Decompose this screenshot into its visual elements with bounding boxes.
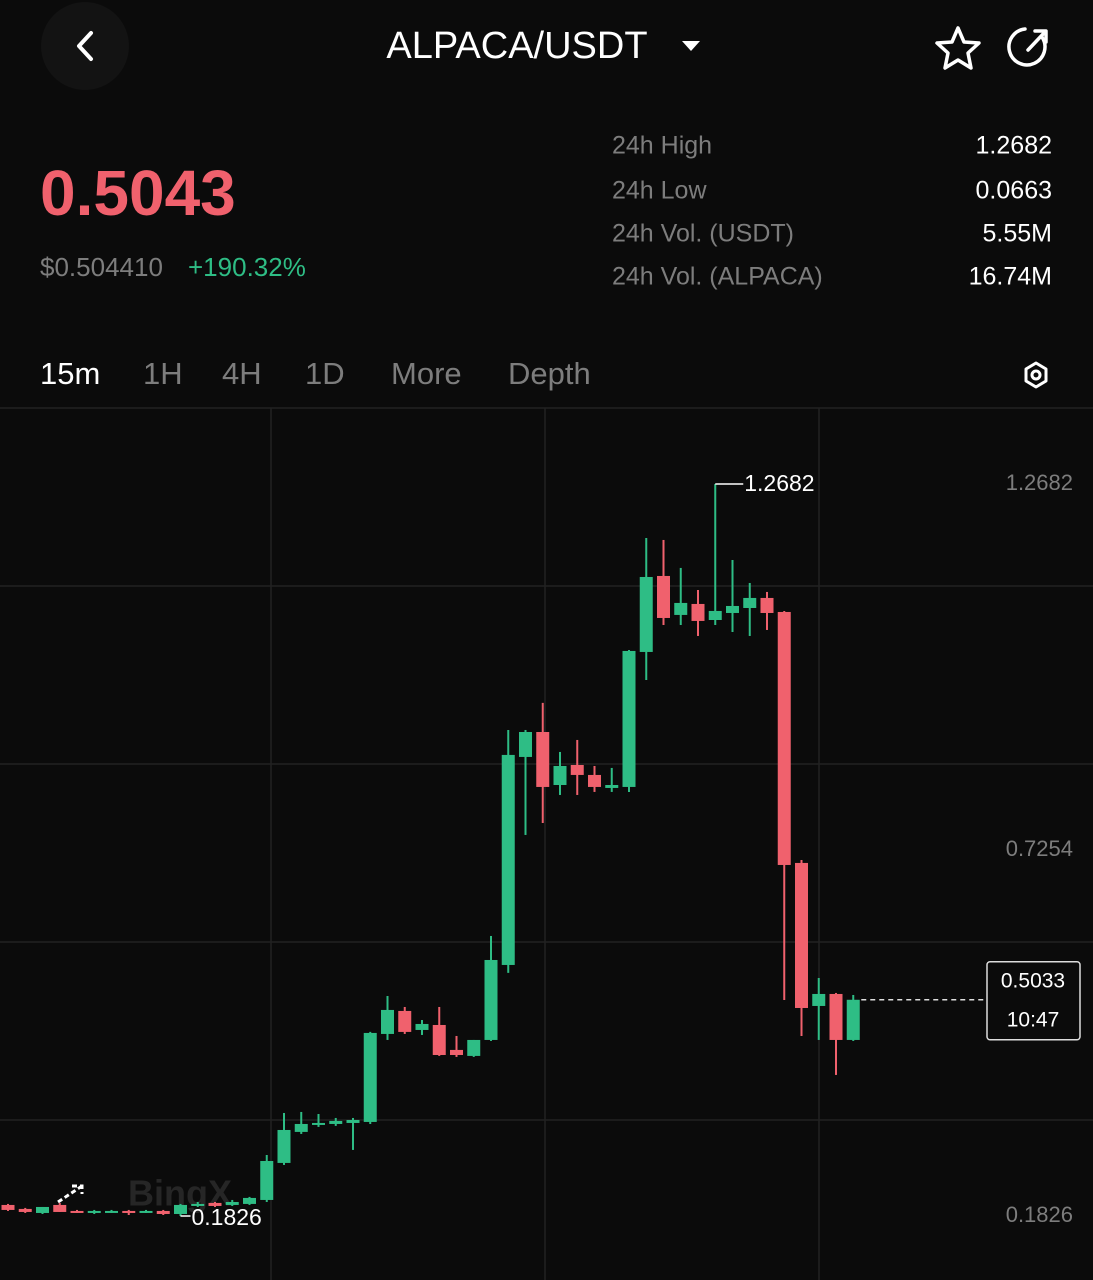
- candle-body: [657, 575, 670, 618]
- last-price-box: [986, 961, 1081, 1041]
- candle-body: [294, 1123, 308, 1132]
- candle-body: [87, 1210, 101, 1213]
- usd-price: $0.504410: [40, 252, 163, 282]
- y-tick-label: 1.2682: [1006, 470, 1073, 495]
- candle-body: [122, 1210, 136, 1213]
- tab[interactable]: 4H: [222, 356, 262, 391]
- candle-body: [53, 1204, 67, 1212]
- candle-body: [484, 959, 498, 1040]
- candle-body: [795, 862, 808, 1008]
- candle-body: [346, 1119, 360, 1123]
- last-price: 0.5043: [40, 157, 236, 229]
- stat-value: 0.0663: [976, 177, 1052, 205]
- stat-value: 1.2682: [976, 132, 1052, 160]
- chart-frame: [0, 407, 1093, 1280]
- candle-body: [777, 611, 791, 865]
- back-button[interactable]: [41, 2, 129, 90]
- candle-body: [553, 765, 567, 785]
- y-tick-label: 0.7254: [1006, 836, 1073, 861]
- candle-body: [536, 731, 550, 787]
- candle-body: [432, 1024, 446, 1055]
- candle-body: [139, 1210, 153, 1213]
- candle-body: [174, 1204, 187, 1214]
- candle-body: [18, 1208, 32, 1212]
- stat-value: 5.55M: [983, 220, 1052, 248]
- candle-body: [398, 1010, 412, 1032]
- candle-body: [812, 993, 826, 1006]
- expand-icon[interactable]: [57, 1184, 84, 1204]
- stat-label: 24h High: [612, 132, 712, 160]
- high-marker-label: 1.2682: [744, 470, 814, 496]
- price-change: +190.32%: [188, 252, 306, 282]
- candle-body: [312, 1122, 325, 1125]
- candle-body: [622, 650, 636, 787]
- pair-dropdown[interactable]: [682, 41, 700, 51]
- candle-body: [105, 1210, 118, 1213]
- candle-body: [208, 1202, 222, 1206]
- candle-body: [467, 1039, 481, 1056]
- tab[interactable]: 1H: [143, 356, 183, 391]
- plot: 0.1826 0.7254 1.2682 1.2682 0.1826 0.5033 10:4…: [1, 470, 1081, 1230]
- candle-body: [570, 764, 584, 775]
- candle-body: [846, 999, 860, 1040]
- candle-body: [363, 1032, 377, 1122]
- candle-body: [674, 602, 688, 615]
- stat-label: 24h Vol. (ALPACA): [612, 263, 823, 291]
- candle-body: [450, 1049, 463, 1055]
- candle-body: [243, 1197, 256, 1204]
- candle-body: [225, 1201, 239, 1205]
- candle-body: [277, 1129, 291, 1163]
- share-icon[interactable]: [1007, 27, 1048, 67]
- timeframe-tabs: 15m 1H 4H 1D More Depth: [40, 356, 591, 391]
- stats: 24h High 1.2682 24h Low 0.0663 24h Vol. (USD…: [612, 132, 1052, 291]
- tab[interactable]: Depth: [508, 356, 591, 391]
- candle-body: [708, 610, 722, 620]
- candle-body: [70, 1210, 84, 1213]
- pair-title[interactable]: ALPACA/USDT: [386, 25, 647, 67]
- candle-body: [36, 1206, 49, 1213]
- y-tick-label: 0.1826: [1006, 1202, 1073, 1227]
- countdown: 10:47: [1007, 1008, 1060, 1031]
- stat-label: 24h Low: [612, 177, 707, 205]
- last-price-label: 0.5033: [1001, 969, 1065, 992]
- candle-body: [519, 731, 532, 757]
- candle-body: [829, 993, 843, 1040]
- candle-body: [329, 1120, 343, 1124]
- stat-value: 16.74M: [969, 263, 1052, 291]
- stat-label: 24h Vol. (USDT): [612, 220, 794, 248]
- candle-body: [605, 784, 619, 788]
- candle-body: [501, 754, 515, 965]
- candle-body: [260, 1160, 274, 1200]
- favorite-icon[interactable]: [935, 26, 981, 70]
- tab[interactable]: More: [391, 356, 462, 391]
- candle-body: [726, 605, 739, 613]
- candle-body: [381, 1009, 394, 1034]
- candle-body: [191, 1203, 205, 1206]
- low-marker-label: 0.1826: [192, 1204, 262, 1230]
- candle-body: [760, 597, 774, 613]
- settings-icon[interactable]: [1024, 361, 1048, 389]
- tab[interactable]: 1D: [305, 356, 345, 391]
- candle-body: [156, 1210, 170, 1214]
- candle-body: [639, 576, 653, 652]
- tab[interactable]: 15m: [40, 356, 100, 391]
- candle-body: [743, 597, 757, 608]
- candle-body: [588, 774, 601, 787]
- candle-body: [415, 1023, 429, 1030]
- candle-body: [1, 1204, 15, 1210]
- candle-body: [691, 603, 705, 621]
